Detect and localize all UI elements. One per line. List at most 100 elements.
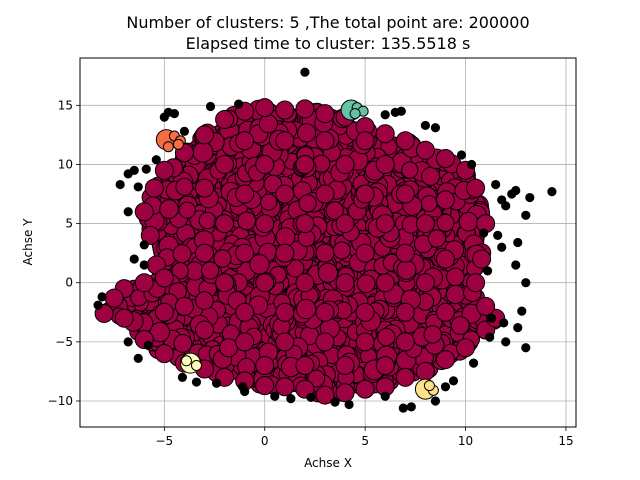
cluster-0-point	[215, 273, 235, 293]
cluster-0-point	[154, 160, 174, 180]
cluster-0-point	[435, 249, 455, 269]
noise-point	[513, 237, 523, 248]
cluster-0-point	[445, 284, 466, 305]
noise-point	[129, 254, 139, 264]
cluster-0-point	[215, 110, 235, 129]
cluster-0-point	[195, 178, 215, 198]
noise-point	[330, 397, 340, 407]
cluster-0-point	[415, 273, 435, 293]
cluster-0-point	[249, 254, 270, 275]
cluster-0-point	[375, 273, 395, 293]
cluster-0-point	[458, 211, 479, 232]
cluster-0-point	[395, 184, 415, 204]
noise-point	[468, 358, 479, 368]
cluster-0-point	[355, 131, 375, 151]
noise-point	[234, 99, 244, 109]
cluster-0-point	[355, 184, 375, 204]
noise-point	[511, 260, 521, 270]
noise-point	[448, 376, 459, 386]
noise-point	[151, 155, 161, 165]
cluster-0-point	[235, 302, 255, 322]
cluster-0-point	[235, 131, 255, 151]
cluster-0-point	[401, 161, 419, 179]
noise-point	[191, 377, 202, 387]
cluster-0-point	[315, 184, 335, 204]
cluster-0-point	[154, 344, 174, 364]
cluster-0-point	[178, 201, 196, 219]
noise-point	[205, 101, 216, 112]
y-tick-label: −10	[48, 394, 73, 408]
y-tick-label: 0	[65, 276, 73, 290]
noise-point	[115, 179, 125, 190]
cluster-0-point	[297, 123, 317, 143]
noise-point	[177, 372, 188, 382]
cluster-0-point	[466, 273, 486, 293]
cluster-0-point	[171, 262, 189, 280]
cluster-0-point	[315, 243, 335, 263]
cluster-0-point	[315, 104, 335, 124]
x-axis-label: Achse X	[304, 456, 352, 470]
noise-point	[430, 396, 441, 406]
cluster-0-point	[235, 184, 255, 204]
cluster-0-point	[395, 131, 415, 151]
noise-point	[179, 126, 190, 136]
cluster-0-point	[395, 367, 415, 387]
x-tick-label: 5	[361, 434, 369, 448]
noise-point	[525, 192, 535, 203]
cluster-0-point	[298, 194, 317, 213]
noise-point	[499, 318, 509, 328]
cluster-0-point	[355, 243, 375, 263]
noise-point	[380, 391, 390, 401]
cluster-0-point	[423, 325, 442, 344]
cluster-0-point	[415, 361, 435, 381]
cluster-0-point	[395, 243, 415, 263]
noise-point	[123, 337, 133, 347]
cluster-0-point	[435, 350, 455, 370]
cluster-0-point	[215, 214, 235, 234]
cluster-0-point	[255, 98, 275, 118]
cluster-0-point	[255, 356, 275, 375]
cluster-4-point	[180, 355, 192, 367]
cluster-0-point	[325, 201, 344, 220]
cluster-0-point	[175, 177, 194, 196]
cluster-0-point	[258, 114, 278, 134]
noise-point	[456, 150, 467, 160]
noise-point	[501, 201, 511, 211]
x-tick-label: 15	[558, 434, 573, 448]
noise-point	[521, 343, 531, 353]
ticks: −5 0 5 10 15 −10 −5 0 5 10 15	[48, 98, 574, 448]
cluster-0-point	[144, 178, 164, 198]
cluster-0-point	[154, 268, 174, 288]
noise-point	[491, 179, 501, 190]
cluster-0-point	[415, 140, 435, 160]
noise-point	[483, 266, 493, 276]
cluster-0-point	[255, 214, 275, 234]
cluster-0-point	[435, 149, 455, 169]
x-tick-label: −5	[155, 434, 173, 448]
noise-point	[485, 332, 495, 342]
chart-title-line2: Elapsed time to cluster: 135.5518 s	[186, 34, 471, 53]
cluster-0-point	[421, 166, 440, 186]
cluster-0-point	[446, 267, 465, 287]
cluster-0-point	[355, 332, 375, 352]
noise-point	[420, 120, 430, 131]
cluster-0-point	[295, 154, 315, 174]
noise-point	[521, 278, 531, 288]
cluster-0-point	[420, 195, 438, 213]
cluster-0-point	[355, 302, 375, 322]
noise-point	[139, 260, 149, 270]
cluster-0-point	[476, 296, 496, 316]
cluster-0-point	[255, 376, 275, 396]
cluster-0-point	[395, 332, 415, 352]
y-axis-label: Achse Y	[21, 218, 35, 266]
cluster-0-point	[275, 184, 295, 204]
cluster-0-point	[435, 190, 455, 210]
noise-point	[286, 394, 296, 404]
cluster-0-point	[192, 141, 214, 163]
cluster-0-point	[255, 154, 275, 174]
y-tick-label: −5	[55, 335, 73, 349]
cluster-0-point	[375, 154, 395, 174]
cluster-0-point	[275, 243, 295, 263]
points-layer	[93, 67, 557, 413]
